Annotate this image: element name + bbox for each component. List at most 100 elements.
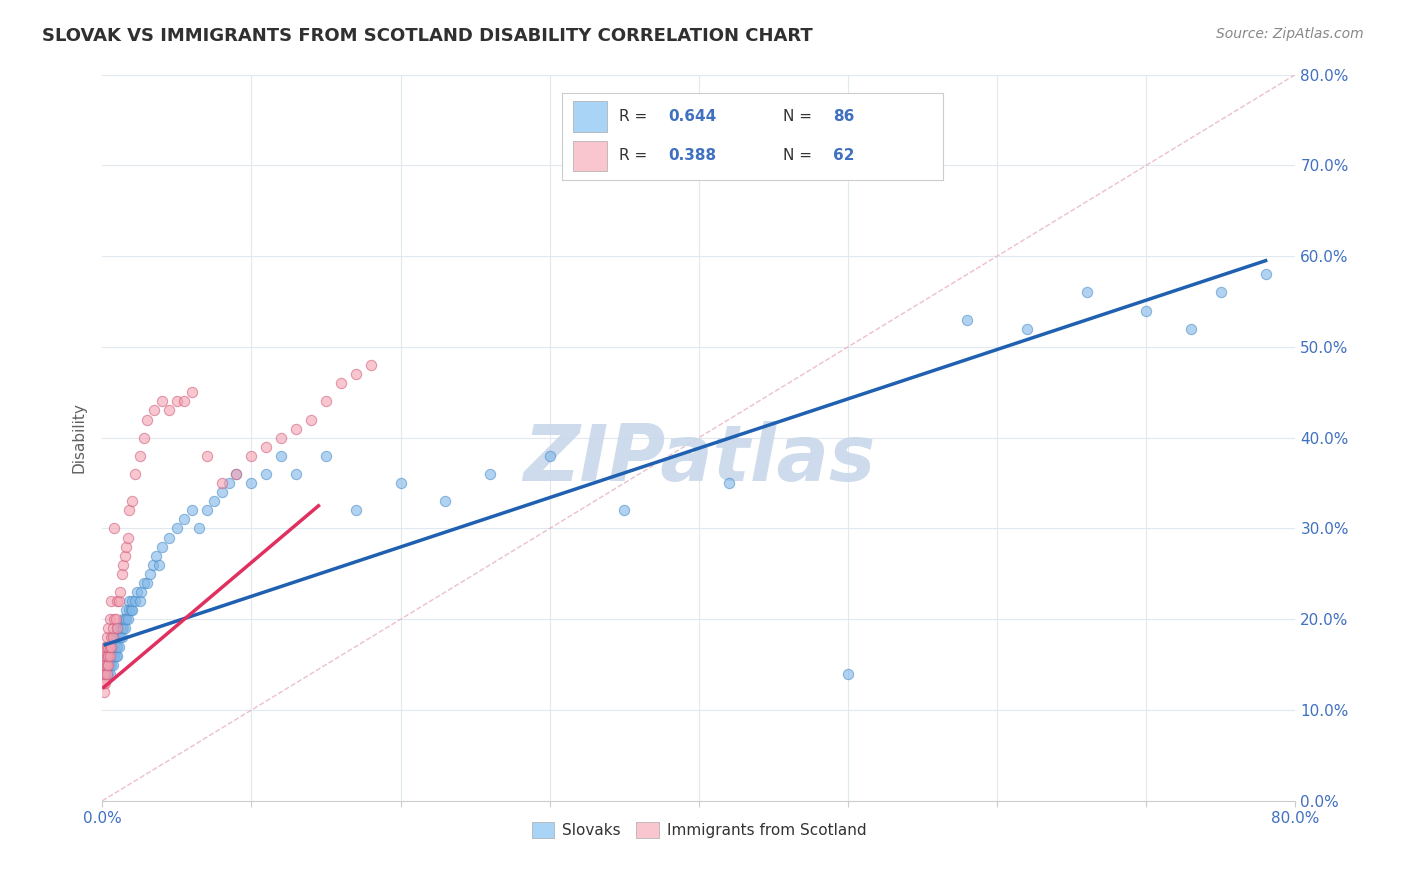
- Point: [128, 594, 150, 608]
- Point: [139, 566, 162, 581]
- Point: [118, 594, 141, 608]
- Point: [97, 657, 120, 672]
- Point: [105, 648, 128, 663]
- Point: [117, 612, 139, 626]
- Point: [114, 612, 136, 626]
- Point: [94, 676, 117, 690]
- Point: [101, 631, 124, 645]
- Point: [180, 385, 202, 400]
- Point: [956, 312, 979, 326]
- Point: [101, 648, 124, 663]
- Point: [202, 494, 225, 508]
- Point: [93, 666, 115, 681]
- Point: [110, 621, 132, 635]
- Point: [94, 666, 117, 681]
- Point: [93, 685, 115, 699]
- Point: [1076, 285, 1098, 300]
- Point: [93, 657, 115, 672]
- Point: [329, 376, 352, 391]
- Point: [299, 412, 322, 426]
- Legend: Slovaks, Immigrants from Scotland: Slovaks, Immigrants from Scotland: [526, 816, 872, 844]
- Point: [98, 666, 121, 681]
- Point: [120, 603, 142, 617]
- Point: [96, 657, 118, 672]
- Point: [98, 648, 121, 663]
- Point: [837, 666, 859, 681]
- Point: [101, 657, 124, 672]
- Point: [110, 631, 132, 645]
- Point: [143, 403, 166, 417]
- Point: [132, 576, 155, 591]
- Point: [100, 648, 122, 663]
- Point: [104, 631, 127, 645]
- Point: [254, 440, 277, 454]
- Point: [96, 648, 118, 663]
- Point: [105, 621, 128, 635]
- Point: [479, 467, 502, 481]
- Point: [121, 603, 143, 617]
- Point: [270, 449, 292, 463]
- Point: [125, 585, 148, 599]
- Point: [118, 603, 141, 617]
- Point: [117, 531, 139, 545]
- Point: [136, 412, 159, 426]
- Point: [107, 594, 129, 608]
- Point: [97, 657, 120, 672]
- Point: [124, 467, 146, 481]
- Point: [97, 666, 120, 681]
- Point: [94, 648, 117, 663]
- Point: [254, 467, 277, 481]
- Point: [101, 621, 124, 635]
- Point: [100, 631, 122, 645]
- Point: [225, 467, 247, 481]
- Y-axis label: Disability: Disability: [72, 402, 86, 473]
- Point: [344, 367, 367, 381]
- Text: ZIPatlas: ZIPatlas: [523, 422, 875, 498]
- Point: [104, 612, 127, 626]
- Point: [114, 549, 136, 563]
- Point: [180, 503, 202, 517]
- Point: [218, 476, 240, 491]
- Point: [94, 657, 117, 672]
- Point: [195, 503, 218, 517]
- Point: [136, 576, 159, 591]
- Point: [112, 558, 135, 572]
- Point: [105, 640, 128, 654]
- Point: [104, 640, 127, 654]
- Point: [100, 640, 122, 654]
- Point: [538, 449, 561, 463]
- Point: [129, 585, 152, 599]
- Point: [115, 612, 138, 626]
- Point: [118, 503, 141, 517]
- Point: [97, 621, 120, 635]
- Point: [717, 476, 740, 491]
- Point: [114, 621, 136, 635]
- Point: [121, 594, 143, 608]
- Point: [150, 540, 173, 554]
- Point: [1209, 285, 1232, 300]
- Point: [166, 521, 188, 535]
- Point: [108, 585, 131, 599]
- Point: [107, 631, 129, 645]
- Point: [128, 449, 150, 463]
- Point: [344, 503, 367, 517]
- Point: [315, 394, 337, 409]
- Point: [101, 631, 124, 645]
- Point: [148, 558, 170, 572]
- Point: [98, 640, 121, 654]
- Point: [108, 621, 131, 635]
- Point: [94, 666, 117, 681]
- Point: [195, 449, 218, 463]
- Point: [105, 621, 128, 635]
- Point: [112, 612, 135, 626]
- Point: [115, 603, 138, 617]
- Point: [1015, 322, 1038, 336]
- Point: [315, 449, 337, 463]
- Point: [112, 621, 135, 635]
- Point: [100, 594, 122, 608]
- Point: [173, 394, 195, 409]
- Point: [98, 640, 121, 654]
- Point: [97, 648, 120, 663]
- Point: [96, 631, 118, 645]
- Point: [104, 648, 127, 663]
